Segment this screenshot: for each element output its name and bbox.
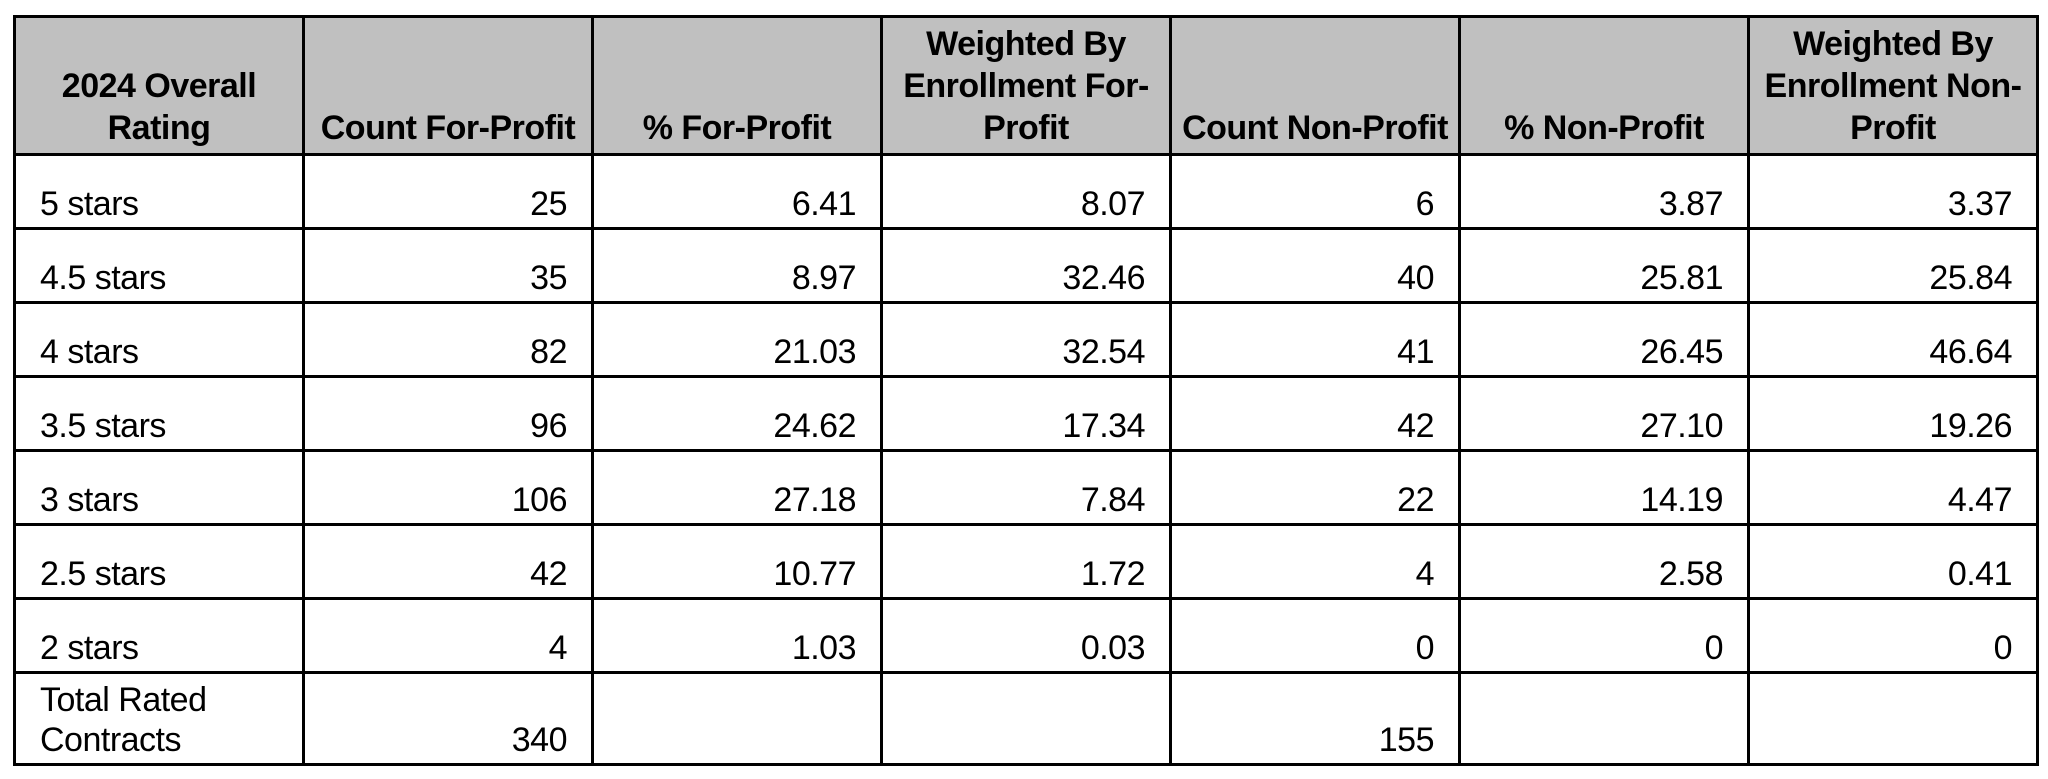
header-cell-overall-rating: 2024 Overall Rating xyxy=(13,15,305,156)
header-cell-pct-for-profit: % For-Profit xyxy=(591,15,883,156)
rating-cell: 3 stars xyxy=(13,449,305,526)
header-cell-count-non-profit: Count Non-Profit xyxy=(1169,15,1461,156)
count-non-profit-cell: 42 xyxy=(1169,375,1461,452)
count-for-profit-cell: 42 xyxy=(302,523,594,600)
pct-for-profit-cell: 24.62 xyxy=(591,375,883,452)
count-for-profit-cell: 82 xyxy=(302,301,594,378)
weighted-for-profit-cell: 1.72 xyxy=(880,523,1172,600)
weighted-non-profit-cell: 0 xyxy=(1747,597,2039,674)
header-row: 2024 Overall Rating Count For-Profit % F… xyxy=(13,15,2039,156)
ratings-table: 2024 Overall Rating Count For-Profit % F… xyxy=(13,15,2039,766)
total-pct-for-profit-cell xyxy=(591,671,883,766)
rating-cell: 2 stars xyxy=(13,597,305,674)
table-header: 2024 Overall Rating Count For-Profit % F… xyxy=(13,15,2039,156)
weighted-non-profit-cell: 4.47 xyxy=(1747,449,2039,526)
weighted-non-profit-cell: 19.26 xyxy=(1747,375,2039,452)
pct-non-profit-cell: 14.19 xyxy=(1458,449,1750,526)
total-count-for-profit-cell: 340 xyxy=(302,671,594,766)
weighted-non-profit-cell: 0.41 xyxy=(1747,523,2039,600)
table-row: 3 stars 106 27.18 7.84 22 14.19 4.47 xyxy=(13,449,2039,526)
pct-non-profit-cell: 0 xyxy=(1458,597,1750,674)
count-for-profit-cell: 25 xyxy=(302,153,594,230)
count-for-profit-cell: 4 xyxy=(302,597,594,674)
pct-for-profit-cell: 6.41 xyxy=(591,153,883,230)
pct-non-profit-cell: 27.10 xyxy=(1458,375,1750,452)
count-non-profit-cell: 0 xyxy=(1169,597,1461,674)
total-count-non-profit-cell: 155 xyxy=(1169,671,1461,766)
count-non-profit-cell: 4 xyxy=(1169,523,1461,600)
total-weighted-non-profit-cell xyxy=(1747,671,2039,766)
rating-cell: 5 stars xyxy=(13,153,305,230)
weighted-non-profit-cell: 25.84 xyxy=(1747,227,2039,304)
pct-non-profit-cell: 25.81 xyxy=(1458,227,1750,304)
pct-non-profit-cell: 3.87 xyxy=(1458,153,1750,230)
rating-cell: 4 stars xyxy=(13,301,305,378)
pct-for-profit-cell: 27.18 xyxy=(591,449,883,526)
weighted-non-profit-cell: 3.37 xyxy=(1747,153,2039,230)
weighted-for-profit-cell: 7.84 xyxy=(880,449,1172,526)
weighted-non-profit-cell: 46.64 xyxy=(1747,301,2039,378)
count-non-profit-cell: 6 xyxy=(1169,153,1461,230)
weighted-for-profit-cell: 32.54 xyxy=(880,301,1172,378)
count-for-profit-cell: 106 xyxy=(302,449,594,526)
count-non-profit-cell: 41 xyxy=(1169,301,1461,378)
rating-cell: 2.5 stars xyxy=(13,523,305,600)
table-body: 5 stars 25 6.41 8.07 6 3.87 3.37 4.5 sta… xyxy=(13,153,2039,766)
count-non-profit-cell: 22 xyxy=(1169,449,1461,526)
weighted-for-profit-cell: 0.03 xyxy=(880,597,1172,674)
count-for-profit-cell: 35 xyxy=(302,227,594,304)
pct-for-profit-cell: 10.77 xyxy=(591,523,883,600)
pct-for-profit-cell: 21.03 xyxy=(591,301,883,378)
weighted-for-profit-cell: 32.46 xyxy=(880,227,1172,304)
weighted-for-profit-cell: 17.34 xyxy=(880,375,1172,452)
total-pct-non-profit-cell xyxy=(1458,671,1750,766)
table-row: 3.5 stars 96 24.62 17.34 42 27.10 19.26 xyxy=(13,375,2039,452)
table-row: 4.5 stars 35 8.97 32.46 40 25.81 25.84 xyxy=(13,227,2039,304)
total-weighted-for-profit-cell xyxy=(880,671,1172,766)
header-cell-weighted-for-profit: Weighted By Enrollment For-Profit xyxy=(880,15,1172,156)
pct-non-profit-cell: 2.58 xyxy=(1458,523,1750,600)
total-label-cell: Total Rated Contracts xyxy=(13,671,305,766)
pct-for-profit-cell: 1.03 xyxy=(591,597,883,674)
table-row: 4 stars 82 21.03 32.54 41 26.45 46.64 xyxy=(13,301,2039,378)
rating-cell: 3.5 stars xyxy=(13,375,305,452)
pct-non-profit-cell: 26.45 xyxy=(1458,301,1750,378)
header-cell-weighted-non-profit: Weighted By Enrollment Non-Profit xyxy=(1747,15,2039,156)
table-row: 2.5 stars 42 10.77 1.72 4 2.58 0.41 xyxy=(13,523,2039,600)
rating-cell: 4.5 stars xyxy=(13,227,305,304)
table-row: 2 stars 4 1.03 0.03 0 0 0 xyxy=(13,597,2039,674)
pct-for-profit-cell: 8.97 xyxy=(591,227,883,304)
header-cell-pct-non-profit: % Non-Profit xyxy=(1458,15,1750,156)
total-row: Total Rated Contracts 340 155 xyxy=(13,671,2039,766)
weighted-for-profit-cell: 8.07 xyxy=(880,153,1172,230)
header-cell-count-for-profit: Count For-Profit xyxy=(302,15,594,156)
count-for-profit-cell: 96 xyxy=(302,375,594,452)
table-row: 5 stars 25 6.41 8.07 6 3.87 3.37 xyxy=(13,153,2039,230)
count-non-profit-cell: 40 xyxy=(1169,227,1461,304)
